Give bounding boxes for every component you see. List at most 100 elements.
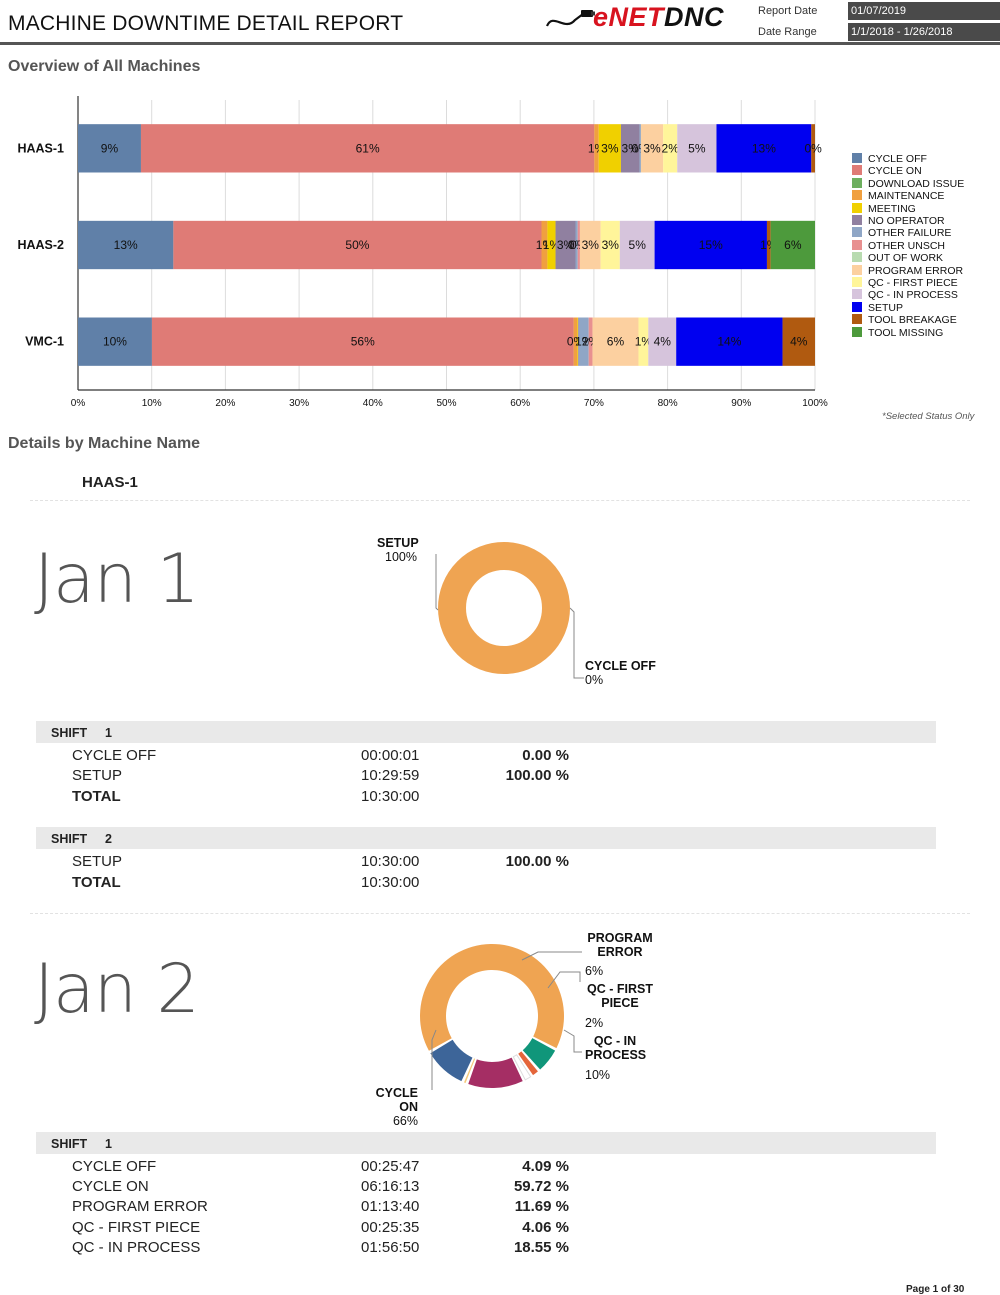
legend-label: QC - FIRST PIECE <box>868 277 958 289</box>
status-percent: 4.09 % <box>522 1158 569 1175</box>
donut-slice <box>522 1038 556 1070</box>
legend-label: CYCLE ON <box>868 165 922 178</box>
bar-data-label: 6% <box>607 335 625 349</box>
pie-label-cycleoff-pct: 0% <box>585 673 604 687</box>
y-category-label: HAAS-2 <box>17 238 64 252</box>
legend-swatch <box>852 314 862 325</box>
bar-segment <box>541 220 548 270</box>
machine-name: HAAS-1 <box>82 474 138 491</box>
legend-swatch <box>852 165 862 176</box>
overview-heading: Overview of All Machines <box>8 58 201 75</box>
legend-item: NO OPERATOR <box>852 215 945 227</box>
cable-icon <box>545 10 595 27</box>
table-row: SETUP 10:29:59 100.00 % <box>0 767 1000 787</box>
status-name: CYCLE ON <box>72 1178 149 1195</box>
bar-segment <box>547 220 556 270</box>
leader-line-setup <box>435 554 439 611</box>
bar-data-label: 3% <box>582 238 600 252</box>
total-row: TOTAL 10:30:00 <box>0 788 1000 808</box>
bar-data-label: 9% <box>101 141 119 155</box>
total-row: TOTAL 10:30:00 <box>0 874 1000 894</box>
bar-segment <box>592 317 639 366</box>
report-title: MACHINE DOWNTIME DETAIL REPORT <box>8 12 404 35</box>
shift-number: 1 <box>105 726 112 740</box>
leader-line-cycle-on <box>431 1029 437 1090</box>
status-time: 10:30:00 <box>361 874 420 891</box>
pie-label-setup: SETUP 100% <box>377 536 419 564</box>
table-row: CYCLE OFF 00:25:47 4.09 % <box>0 1158 1000 1178</box>
legend-label: OTHER UNSCH <box>868 239 946 252</box>
pie-label-cycle-on-name: CYCLE ON <box>375 1086 418 1114</box>
bar-segment <box>578 317 589 366</box>
status-time: 10:30:00 <box>361 853 420 870</box>
status-name: SETUP <box>72 767 123 784</box>
status-percent: 59.72 % <box>513 1178 569 1195</box>
legend-swatch <box>852 215 862 225</box>
bar-data-label: 1% <box>635 335 653 349</box>
day-heading-jan1: Jan 1 <box>34 540 200 619</box>
shift-header-jan2-1: SHIFT 1 <box>36 1132 936 1154</box>
bar-segment <box>577 317 579 366</box>
x-tick-label: 0% <box>71 398 86 409</box>
status-time: 06:16:13 <box>361 1178 420 1195</box>
legend-label: QC - IN PROCESS <box>868 289 958 302</box>
x-tick-label: 30% <box>289 398 309 409</box>
bar-segment <box>663 124 678 173</box>
x-tick-label: 80% <box>658 398 678 409</box>
status-name: TOTAL <box>72 874 121 891</box>
x-tick-label: 70% <box>584 398 604 409</box>
bar-segment <box>173 220 542 270</box>
table-row: PROGRAM ERROR 01:13:40 11.69 % <box>0 1198 1000 1218</box>
legend-swatch <box>852 289 862 300</box>
status-percent: 100.00 % <box>505 767 569 784</box>
bar-segment <box>555 220 576 270</box>
pie-label-program-error: PROGRAM ERROR <box>585 931 655 959</box>
legend-label: MAINTENANCE <box>868 190 945 203</box>
legend-swatch <box>852 301 862 312</box>
enetdnc-logo: eNETDNC <box>545 2 745 36</box>
bar-segment <box>577 220 580 270</box>
bar-data-label: 1% <box>575 335 593 349</box>
legend-swatch <box>852 190 862 201</box>
x-tick-label: 40% <box>363 398 383 409</box>
legend-item: PROGRAM ERROR <box>852 264 963 277</box>
bar-data-label: 2% <box>662 141 680 155</box>
bar-segment <box>579 220 601 270</box>
pie-label-qc-in-process-pct: 10% <box>585 1068 611 1082</box>
bar-data-label: 3% <box>557 238 575 252</box>
legend-swatch <box>852 326 862 337</box>
legend-swatch <box>852 264 862 275</box>
status-time: 00:25:35 <box>361 1219 420 1236</box>
donut-slice <box>420 944 564 1051</box>
legend-label: CYCLE OFF <box>868 153 927 165</box>
x-tick-label: 50% <box>436 398 456 409</box>
bar-segment <box>78 220 174 270</box>
legend-swatch <box>852 239 862 250</box>
legend-item: MAINTENANCE <box>852 190 944 202</box>
bar-data-label: 56% <box>351 335 375 349</box>
legend-item: DOWNLOAD ISSUE <box>852 177 964 190</box>
legend-label: SETUP <box>868 301 904 314</box>
status-name: QC - FIRST PIECE <box>72 1219 201 1236</box>
bar-segment <box>151 317 574 366</box>
bar-data-label: 0% <box>804 141 822 155</box>
y-category-label: HAAS-1 <box>17 141 64 155</box>
header-rule <box>0 42 1000 45</box>
legend-item: TOOL BREAKAGE <box>852 314 957 326</box>
bar-segment <box>782 317 815 366</box>
leader-line-qc-in-process <box>563 1029 582 1053</box>
bar-segment <box>640 124 664 173</box>
pie-label-qc-first-piece: QC - FIRST PIECE <box>585 982 655 1010</box>
bar-data-label: 3% <box>622 141 640 155</box>
bar-data-label: 5% <box>688 141 706 155</box>
downtime-stacked-bar-chart: 0% 10% 20% 30% 40% 50% 60% 70% 80% 90% 100% HAAS-1 9… <box>17 96 828 409</box>
x-tick-label: 10% <box>142 398 162 409</box>
legend-item: OTHER FAILURE <box>852 227 951 239</box>
shift-label: SHIFT <box>51 1137 88 1151</box>
pie-label-qc-first-piece-pct: 2% <box>585 1016 604 1030</box>
details-heading: Details by Machine Name <box>8 435 201 452</box>
status-time: 00:25:47 <box>361 1158 420 1175</box>
bar-data-label: 5% <box>629 238 647 252</box>
status-time: 01:56:50 <box>361 1239 420 1256</box>
bar-segment <box>639 124 641 173</box>
